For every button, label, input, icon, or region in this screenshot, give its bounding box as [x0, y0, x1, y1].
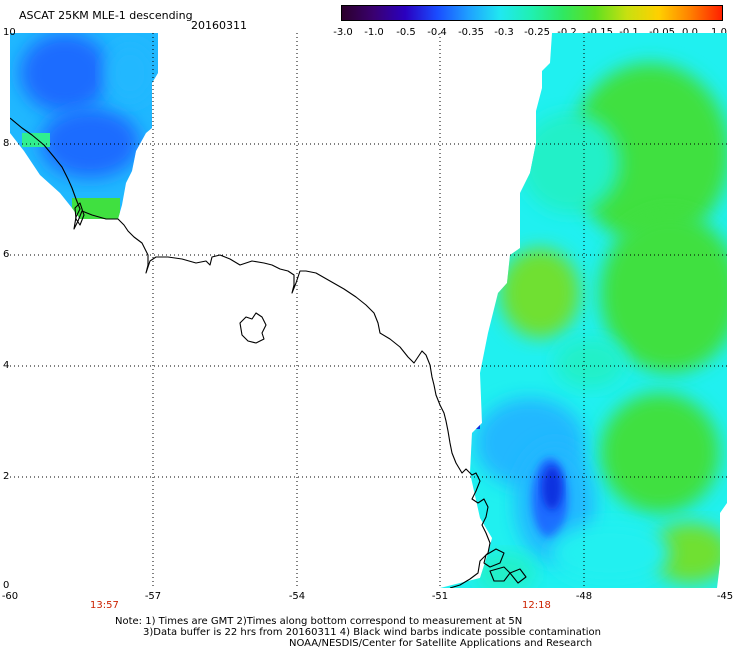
colorbar-label: -1.0: [364, 27, 384, 38]
colorbar-label: -0.05: [649, 27, 675, 38]
colorbar-label: 0.0: [682, 27, 698, 38]
note-line-1: Note: 1) Times are GMT 2)Times along bot…: [115, 616, 523, 627]
swath-top-left: [10, 33, 158, 219]
lon-tick-label: -60: [1, 591, 19, 602]
map-title: ASCAT 25KM MLE-1 descending: [19, 9, 193, 22]
colorbar-label: -0.3: [494, 27, 514, 38]
colorbar-label: -0.2: [557, 27, 577, 38]
lon-tick-label: -57: [144, 591, 162, 602]
map-date: 20160311: [191, 19, 247, 32]
lat-tick-label: 10: [3, 27, 16, 38]
colorbar-label: -0.25: [524, 27, 550, 38]
note-line-2: 3)Data buffer is 22 hrs from 20160311 4)…: [143, 627, 601, 638]
colorbar: [341, 5, 723, 21]
lat-tick-label: 2: [3, 471, 10, 482]
colorbar-label: -3.0: [333, 27, 353, 38]
colorbar-label: 1.0: [711, 27, 727, 38]
lon-tick-label: -48: [575, 591, 593, 602]
pass-time: 12:18: [522, 600, 551, 611]
colorbar-label: -0.4: [427, 27, 447, 38]
colorbar-label: -0.15: [587, 27, 613, 38]
coastline: [10, 117, 527, 588]
map-canvas: [10, 33, 727, 588]
graticule: [10, 33, 727, 588]
lat-tick-label: 0: [3, 580, 10, 591]
swath-right: [440, 33, 727, 588]
lat-tick-label: 4: [3, 360, 10, 371]
colorbar-label: -0.5: [396, 27, 416, 38]
lon-tick-label: -54: [288, 591, 306, 602]
colorbar-label: -0.35: [458, 27, 484, 38]
lon-tick-label: -51: [431, 591, 449, 602]
pass-time: 13:57: [90, 600, 119, 611]
lat-tick-label: 6: [3, 249, 10, 260]
map-area[interactable]: [10, 33, 727, 588]
colorbar-label: -0.1: [619, 27, 639, 38]
lat-tick-label: 8: [3, 138, 10, 149]
lon-tick-label: -45: [716, 591, 734, 602]
note-line-3: NOAA/NESDIS/Center for Satellite Applica…: [289, 638, 593, 649]
